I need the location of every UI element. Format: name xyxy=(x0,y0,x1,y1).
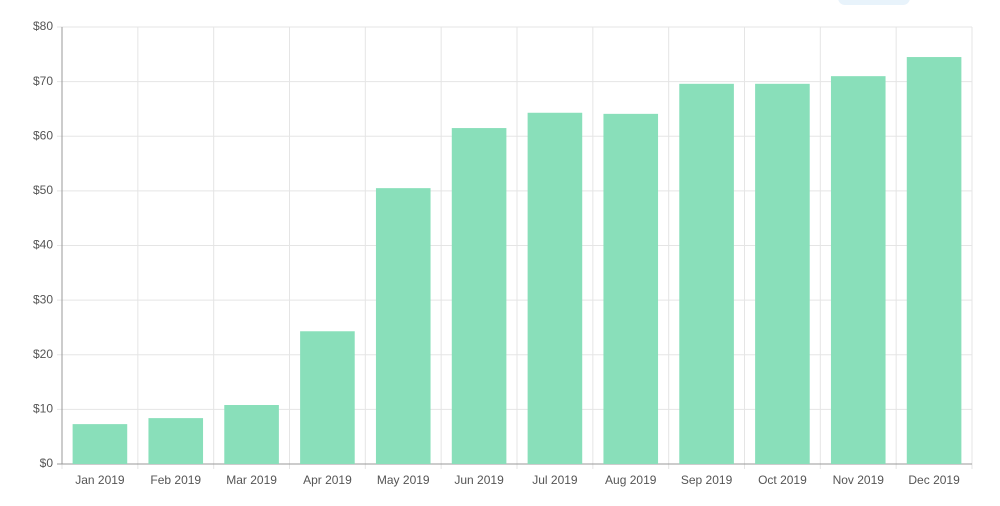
decoration xyxy=(838,0,910,5)
bar xyxy=(451,128,507,464)
bar xyxy=(300,331,355,464)
y-tick-label: $80 xyxy=(33,19,53,33)
y-tick-label: $20 xyxy=(33,347,53,361)
y-tick-label: $70 xyxy=(33,74,53,88)
y-tick-label: $10 xyxy=(33,402,53,416)
x-tick-label: Aug 2019 xyxy=(605,473,657,487)
x-tick-label: Mar 2019 xyxy=(226,473,277,487)
x-tick-label: Jul 2019 xyxy=(532,473,578,487)
x-tick-label: Dec 2019 xyxy=(908,473,960,487)
x-tick-label: Sep 2019 xyxy=(681,473,733,487)
y-tick-label: $40 xyxy=(33,238,53,252)
x-tick-label: Feb 2019 xyxy=(150,473,201,487)
x-tick-label: Nov 2019 xyxy=(833,473,885,487)
bar xyxy=(148,418,204,464)
x-tick-label: Apr 2019 xyxy=(303,473,352,487)
y-tick-label: $0 xyxy=(40,456,54,470)
bar xyxy=(375,188,431,465)
x-tick-label: Oct 2019 xyxy=(758,473,807,487)
x-tick-label: May 2019 xyxy=(377,473,430,487)
bar xyxy=(679,83,734,464)
y-tick-label: $60 xyxy=(33,128,53,142)
x-tick-label: Jan 2019 xyxy=(75,473,125,487)
bar xyxy=(830,76,886,464)
y-tick-label: $30 xyxy=(33,292,53,306)
x-tick-label: Jun 2019 xyxy=(454,473,504,487)
y-tick-label: $50 xyxy=(33,183,53,197)
bar xyxy=(755,83,810,464)
bar xyxy=(603,113,659,464)
bar xyxy=(527,112,583,464)
bar xyxy=(224,405,279,464)
bar xyxy=(72,424,128,464)
bar xyxy=(906,57,962,464)
